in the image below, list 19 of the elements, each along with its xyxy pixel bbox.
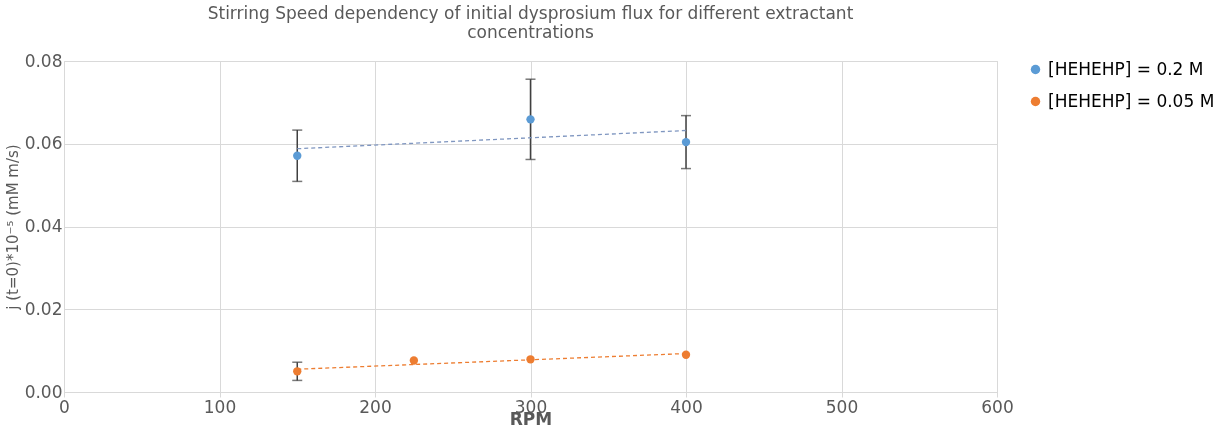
point [409,356,419,365]
x-tick-label: 100 [203,396,237,417]
y-tick-label: 0.06 [24,133,63,154]
point [681,137,691,147]
legend-label: [HEHEHP] = 0.2 M [1048,58,1204,79]
point [293,151,302,160]
x-tick-label: 600 [981,396,1014,417]
x-tick-label: 500 [825,396,859,417]
point [681,350,691,359]
x-tick-label: 400 [670,396,703,417]
x-tick-label: 200 [359,396,392,417]
y-tick-label: 0.04 [24,216,63,236]
legend-label: [HEHEHP] = 0.05 M [1048,90,1215,111]
chart-title: Stirring Speed dependency of initial dysprosium flux for different extractant concentrations [207,3,854,42]
x-tick-label: 0 [59,396,70,417]
y-tick-label: 0.08 [24,50,63,71]
y-tick-label: 0.02 [24,298,63,319]
point [526,115,535,124]
y-axis-title: j (t=0)*10⁻⁵ (mM m/s) [3,144,22,311]
